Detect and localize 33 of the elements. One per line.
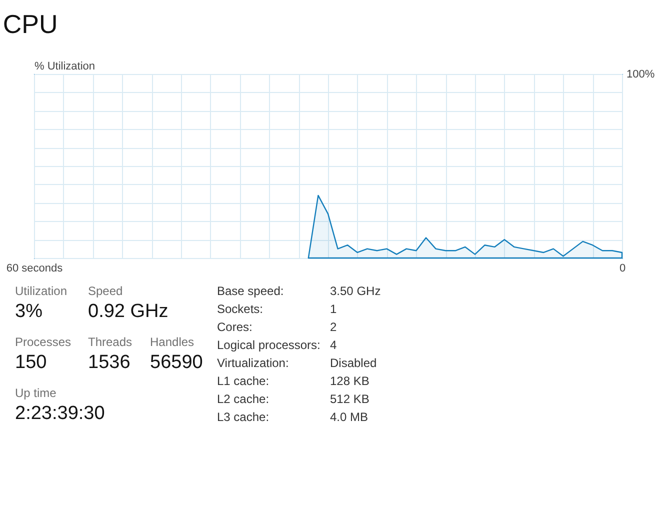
text: 1 (330, 302, 337, 316)
text: 4.0 MB (330, 410, 368, 424)
text: 2:23:39:30 (15, 403, 105, 425)
chart-title: CPU (2, 9, 58, 39)
text: Virtualization: (217, 356, 289, 370)
x-tick-label: 60 seconds (6, 262, 64, 274)
text: Disabled (330, 356, 377, 370)
text: 1536 (88, 352, 130, 374)
text: L3 cache: (217, 410, 270, 424)
text: Handles (150, 335, 194, 349)
text: L1 cache: (217, 374, 270, 388)
text: Base speed: (217, 284, 284, 298)
text: Cores: (217, 320, 252, 334)
x-tick-label: 0 (619, 262, 626, 274)
text: 4 (330, 338, 337, 352)
y-tick-label: 100% (626, 68, 655, 80)
text: Up time (15, 386, 56, 400)
text: 150 (15, 352, 47, 374)
text: Sockets: (217, 302, 264, 316)
text: Logical processors: (217, 338, 320, 352)
text: Processes (15, 335, 72, 349)
text: Utilization (15, 284, 68, 298)
text: 3% (15, 301, 42, 323)
text: 128 KB (330, 374, 370, 388)
text: 3.50 GHz (330, 284, 381, 298)
y-axis-title: % Utilization (34, 60, 96, 72)
text: 56590 (150, 352, 203, 374)
text: 0.92 GHz (88, 301, 168, 323)
text: L2 cache: (217, 392, 270, 406)
text: Speed (88, 284, 123, 298)
text: Threads (88, 335, 132, 349)
text: 2 (330, 320, 337, 334)
text: 512 KB (330, 392, 370, 406)
